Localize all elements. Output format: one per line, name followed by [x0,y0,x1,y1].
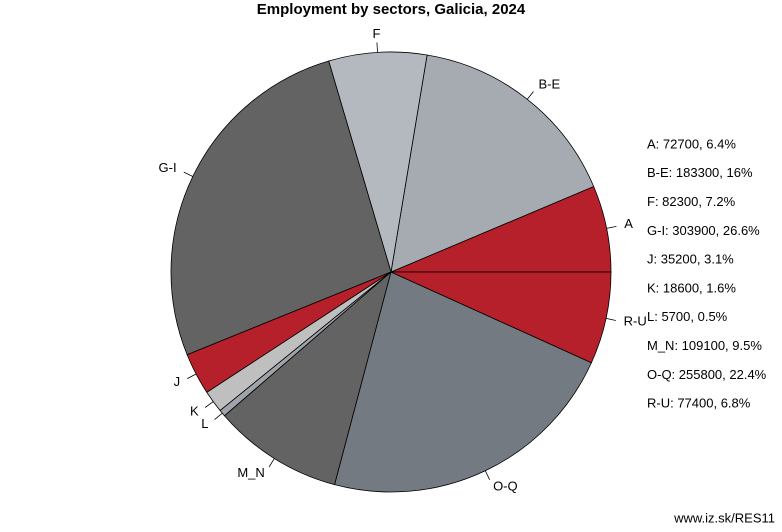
label-tick [376,42,378,53]
slice-label: L [201,416,208,431]
legend-entry: O-Q: 255800, 22.4% [647,367,767,382]
pie-slice [170,60,392,356]
legend-entry: R-U: 77400, 6.8% [647,396,751,411]
label-tick [268,458,275,468]
legend-entry: L: 5700, 0.5% [647,309,728,324]
legend-entry: A: 72700, 6.4% [647,136,736,151]
label-tick [606,225,617,229]
legend-entry: G-I: 303900, 26.6% [647,223,760,238]
legend-entry: J: 35200, 3.1% [647,252,734,267]
pie-slice [334,271,592,493]
legend-entry: M_N: 109100, 9.5% [647,338,762,353]
slice-label: R-U [624,314,647,329]
label-tick [605,318,616,321]
slice-label: F [372,26,380,41]
label-tick [526,91,534,100]
source: www.iz.sk/RES11 [673,510,775,525]
legend-entry: F: 82300, 7.2% [647,194,736,209]
label-tick [204,401,214,408]
slice-label: O-Q [493,478,518,493]
slice-label: J [174,374,181,389]
label-tick [484,470,490,480]
pie-slice [328,51,428,273]
legend-entry: K: 18600, 1.6% [647,280,736,295]
label-tick [183,171,193,177]
pie-slice [390,271,612,364]
slice-label: B-E [538,77,560,92]
legend-entry: B-E: 183300, 16% [647,165,753,180]
slice-label: K [190,404,199,419]
slice-label: M_N [237,465,264,480]
pie-slice [223,270,392,486]
pie-slice [390,54,595,273]
label-tick [187,373,197,380]
slice-label: G-I [159,160,177,175]
chart-title: Employment by sectors, Galicia, 2024 [257,1,526,18]
slice-label: A [624,216,633,231]
label-tick [214,412,223,420]
